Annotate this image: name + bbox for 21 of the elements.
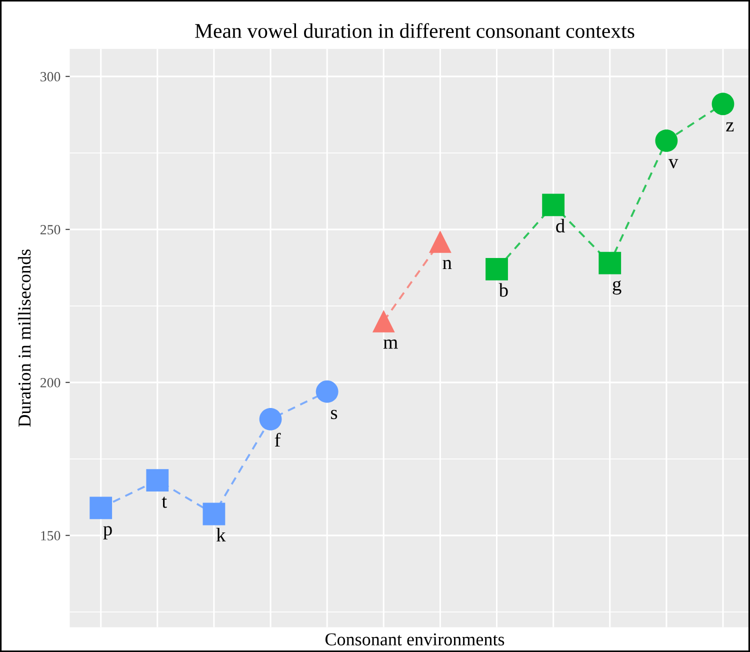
y-tick-label: 250 <box>40 225 60 234</box>
data-label: f <box>274 432 281 447</box>
y-tick-label: 200 <box>40 378 60 388</box>
data-label: t <box>162 496 167 508</box>
data-label: k <box>216 528 226 542</box>
data-label: n <box>442 260 452 270</box>
y-tick-label: 300 <box>40 72 60 82</box>
data-label: z <box>726 122 734 132</box>
chart-title: Mean vowel duration in different consonant contexts <box>195 23 634 38</box>
data-label: p <box>103 526 112 540</box>
x-axis-title: Consonant environments <box>325 633 504 646</box>
data-label: s <box>331 410 338 420</box>
data-label: b <box>498 283 508 297</box>
data-label: g <box>612 280 622 295</box>
point <box>372 310 395 332</box>
data-label: m <box>383 339 398 349</box>
data-label: d <box>556 218 565 233</box>
y-tick-label: 150 <box>41 531 60 540</box>
data-label: v <box>668 159 678 168</box>
point <box>429 230 452 253</box>
y-axis-title: Duration in milliseconds <box>18 249 31 427</box>
